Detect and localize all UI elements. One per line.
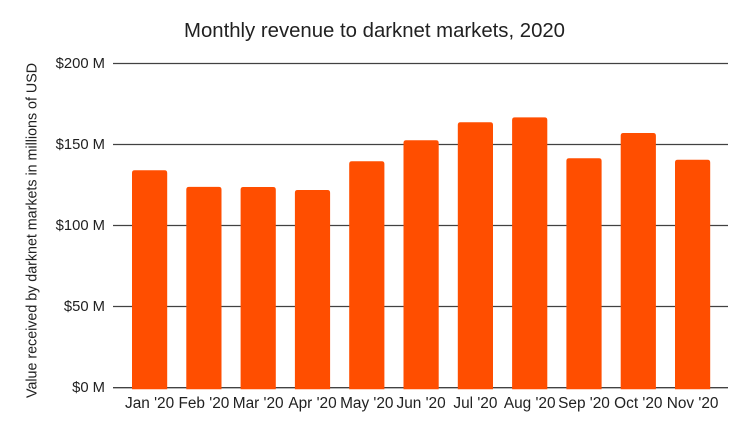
svg-text:Aug '20: Aug '20 xyxy=(504,395,556,412)
svg-text:Apr '20: Apr '20 xyxy=(288,395,336,412)
svg-text:$100 M: $100 M xyxy=(56,218,105,234)
svg-text:Oct '20: Oct '20 xyxy=(614,395,662,412)
svg-text:Sep '20: Sep '20 xyxy=(558,395,610,412)
svg-text:Value received by darknet mark: Value received by darknet markets in mil… xyxy=(25,63,41,398)
svg-text:Feb '20: Feb '20 xyxy=(178,395,229,412)
svg-text:Nov '20: Nov '20 xyxy=(667,395,719,412)
svg-text:May '20: May '20 xyxy=(340,395,393,412)
svg-text:$200 M: $200 M xyxy=(56,56,105,72)
svg-text:Mar '20: Mar '20 xyxy=(233,395,284,412)
svg-text:$50 M: $50 M xyxy=(64,299,105,315)
svg-text:Monthly revenue to darknet mar: Monthly revenue to darknet markets, 2020 xyxy=(184,20,565,42)
svg-text:Jul '20: Jul '20 xyxy=(453,395,497,412)
svg-text:Jan '20: Jan '20 xyxy=(125,395,174,412)
svg-text:Jun '20: Jun '20 xyxy=(397,395,446,412)
svg-text:$150 M: $150 M xyxy=(56,137,105,153)
svg-text:$0 M: $0 M xyxy=(72,380,105,396)
